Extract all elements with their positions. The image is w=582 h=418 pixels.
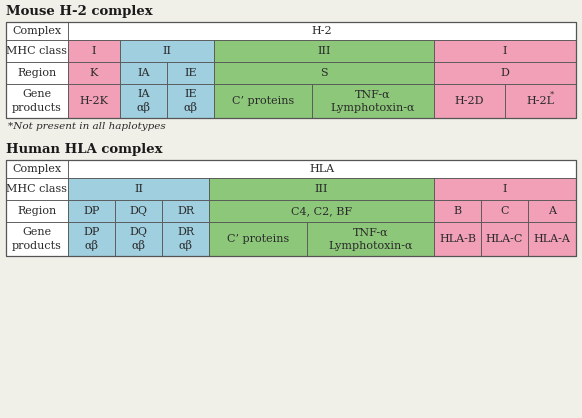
Text: DQ: DQ — [130, 206, 147, 216]
Text: Complex: Complex — [12, 164, 62, 174]
FancyBboxPatch shape — [6, 200, 68, 222]
Text: S: S — [320, 68, 328, 78]
Text: TNF-α
Lymphotoxin-α: TNF-α Lymphotoxin-α — [328, 227, 413, 251]
FancyBboxPatch shape — [434, 62, 576, 84]
Text: III: III — [315, 184, 328, 194]
Text: *Not present in all haplotypes: *Not present in all haplotypes — [8, 122, 166, 131]
Text: Region: Region — [17, 206, 56, 216]
Text: C’ proteins: C’ proteins — [232, 96, 294, 106]
Text: I: I — [92, 46, 96, 56]
Text: I: I — [503, 184, 508, 194]
Text: C4, C2, BF: C4, C2, BF — [291, 206, 352, 216]
FancyBboxPatch shape — [115, 222, 162, 256]
Text: H-2K: H-2K — [80, 96, 108, 106]
Text: IE
αβ: IE αβ — [183, 89, 197, 113]
FancyBboxPatch shape — [6, 84, 68, 118]
Text: DR: DR — [177, 206, 194, 216]
Text: TNF-α
Lymphotoxin-α: TNF-α Lymphotoxin-α — [331, 89, 415, 112]
FancyBboxPatch shape — [214, 62, 434, 84]
FancyBboxPatch shape — [214, 40, 434, 62]
Text: H-2L: H-2L — [527, 96, 555, 106]
Text: C: C — [501, 206, 509, 216]
Text: Mouse H-2 complex: Mouse H-2 complex — [6, 5, 152, 18]
Text: Complex: Complex — [12, 26, 62, 36]
Text: DR
αβ: DR αβ — [177, 227, 194, 251]
Text: HLA-A: HLA-A — [534, 234, 570, 244]
Text: Human HLA complex: Human HLA complex — [6, 143, 162, 156]
FancyBboxPatch shape — [68, 22, 576, 40]
Text: C’ proteins: C’ proteins — [227, 234, 289, 244]
Text: H-2D: H-2D — [455, 96, 484, 106]
Text: *: * — [549, 91, 553, 99]
FancyBboxPatch shape — [307, 222, 434, 256]
Text: II: II — [162, 46, 172, 56]
FancyBboxPatch shape — [68, 62, 120, 84]
FancyBboxPatch shape — [505, 84, 576, 118]
FancyBboxPatch shape — [528, 222, 576, 256]
FancyBboxPatch shape — [209, 200, 434, 222]
FancyBboxPatch shape — [434, 222, 481, 256]
Text: HLA: HLA — [310, 164, 335, 174]
FancyBboxPatch shape — [6, 22, 68, 40]
FancyBboxPatch shape — [481, 200, 528, 222]
FancyBboxPatch shape — [434, 84, 505, 118]
Text: DQ
αβ: DQ αβ — [130, 227, 147, 251]
FancyBboxPatch shape — [434, 178, 576, 200]
FancyBboxPatch shape — [167, 84, 214, 118]
Text: DP: DP — [83, 206, 100, 216]
Text: B: B — [453, 206, 462, 216]
FancyBboxPatch shape — [6, 62, 68, 84]
FancyBboxPatch shape — [167, 62, 214, 84]
FancyBboxPatch shape — [6, 222, 68, 256]
FancyBboxPatch shape — [312, 84, 434, 118]
Text: I: I — [503, 46, 508, 56]
Text: IE: IE — [184, 68, 197, 78]
Text: MHC class: MHC class — [6, 46, 68, 56]
FancyBboxPatch shape — [434, 40, 576, 62]
Text: Region: Region — [17, 68, 56, 78]
Text: IA
αβ: IA αβ — [137, 89, 151, 113]
FancyBboxPatch shape — [120, 40, 214, 62]
Text: HLA-C: HLA-C — [486, 234, 523, 244]
Text: II: II — [134, 184, 143, 194]
FancyBboxPatch shape — [120, 84, 167, 118]
FancyBboxPatch shape — [481, 222, 528, 256]
FancyBboxPatch shape — [434, 200, 481, 222]
FancyBboxPatch shape — [68, 200, 115, 222]
Text: Gene
products: Gene products — [12, 227, 62, 251]
FancyBboxPatch shape — [115, 200, 162, 222]
FancyBboxPatch shape — [162, 200, 209, 222]
FancyBboxPatch shape — [68, 84, 120, 118]
FancyBboxPatch shape — [6, 40, 68, 62]
FancyBboxPatch shape — [528, 200, 576, 222]
Text: D: D — [501, 68, 509, 78]
FancyBboxPatch shape — [214, 84, 312, 118]
Text: Gene
products: Gene products — [12, 89, 62, 112]
Text: HLA-B: HLA-B — [439, 234, 476, 244]
FancyBboxPatch shape — [120, 62, 167, 84]
Text: K: K — [90, 68, 98, 78]
Text: IA: IA — [137, 68, 150, 78]
FancyBboxPatch shape — [209, 178, 434, 200]
FancyBboxPatch shape — [162, 222, 209, 256]
FancyBboxPatch shape — [68, 178, 209, 200]
FancyBboxPatch shape — [209, 222, 307, 256]
Text: MHC class: MHC class — [6, 184, 68, 194]
FancyBboxPatch shape — [68, 160, 576, 178]
Text: A: A — [548, 206, 556, 216]
Text: III: III — [317, 46, 331, 56]
FancyBboxPatch shape — [68, 222, 115, 256]
FancyBboxPatch shape — [6, 178, 68, 200]
FancyBboxPatch shape — [68, 40, 120, 62]
FancyBboxPatch shape — [6, 160, 68, 178]
Text: H-2: H-2 — [312, 26, 332, 36]
Text: DP
αβ: DP αβ — [83, 227, 100, 251]
